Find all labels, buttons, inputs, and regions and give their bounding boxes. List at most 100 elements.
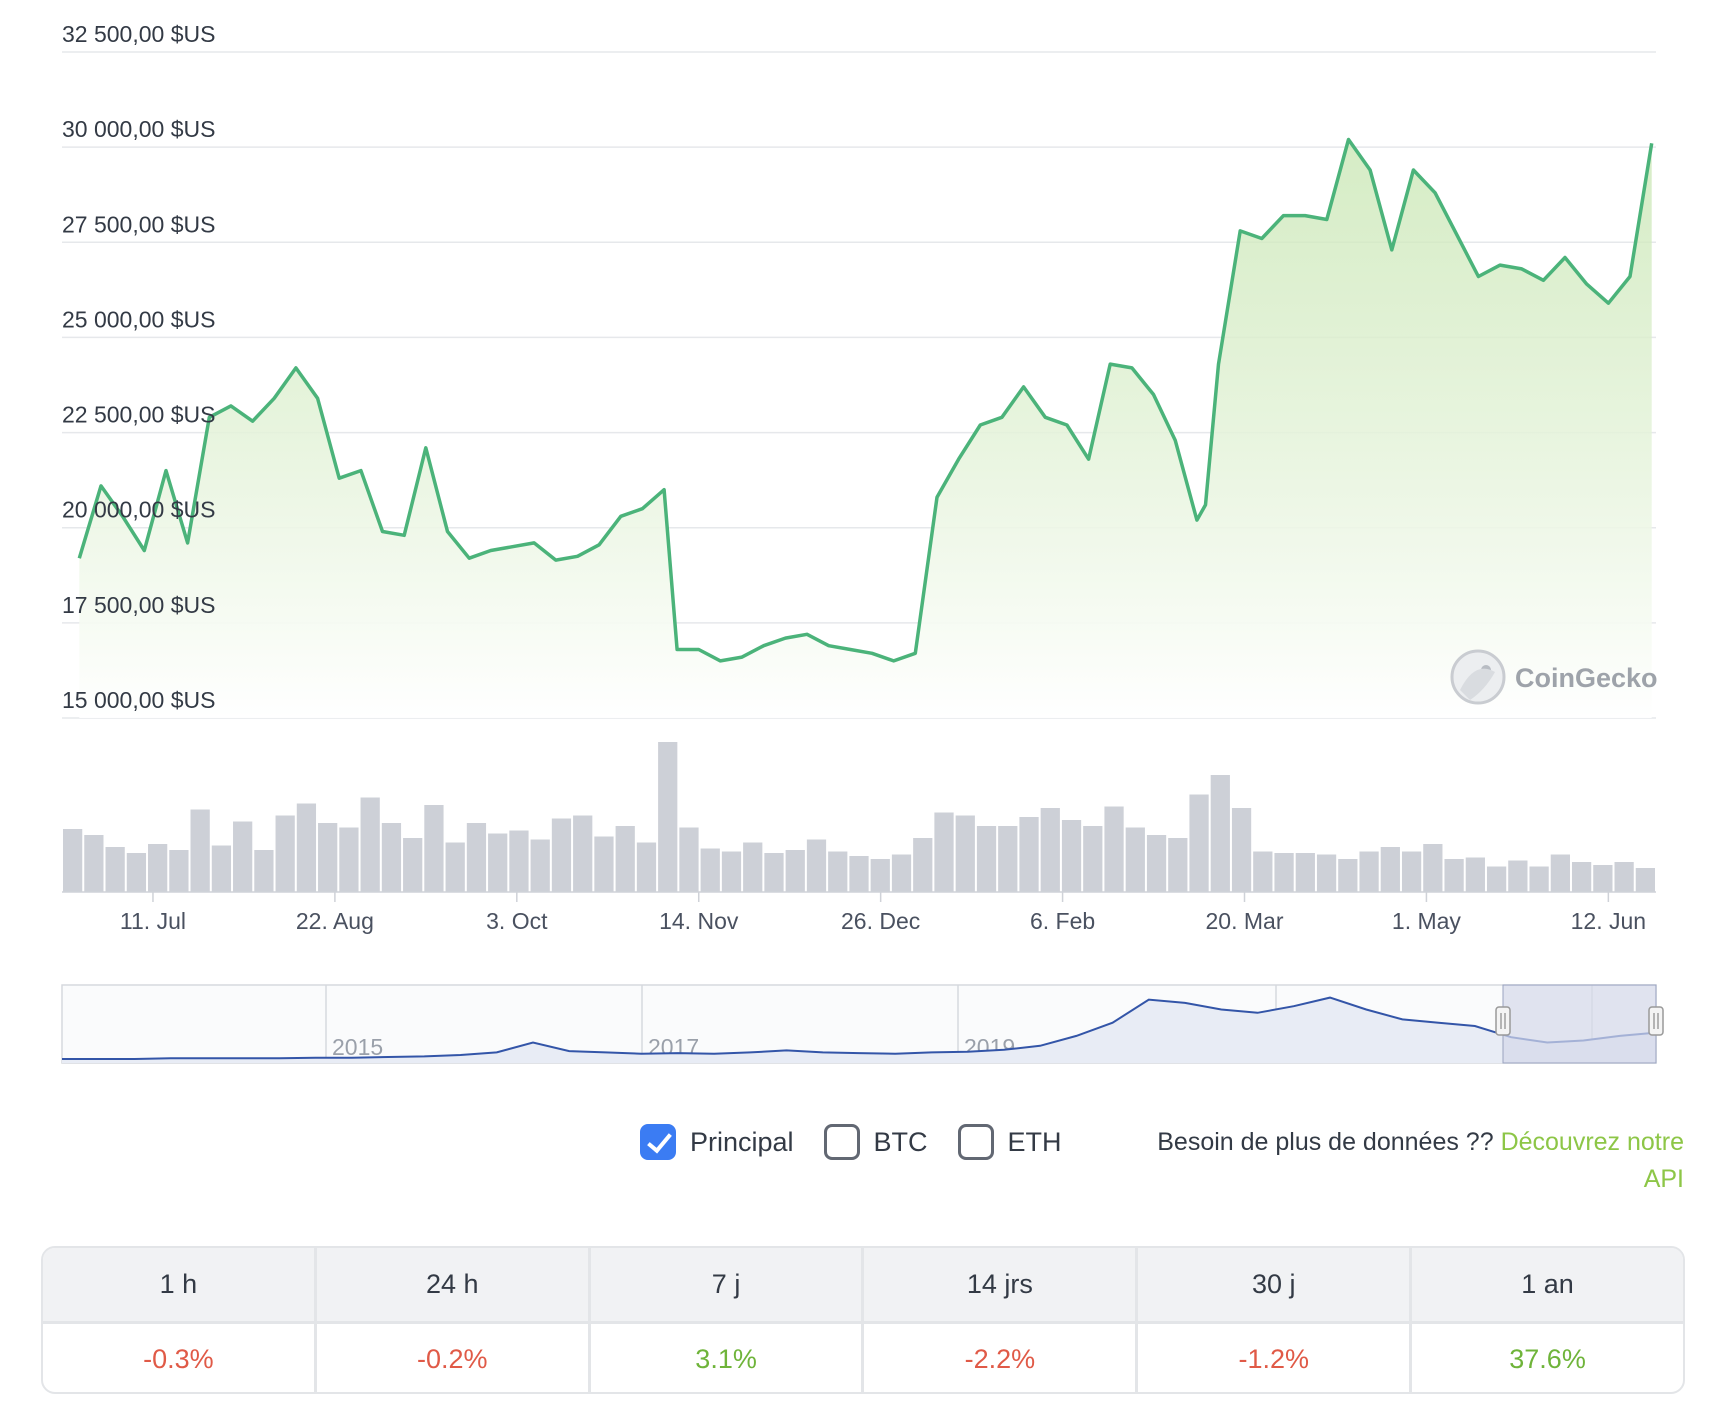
legend-label: BTC [873, 1126, 928, 1157]
price-point [293, 365, 299, 371]
volume-bar [1635, 868, 1655, 892]
navigator-handle[interactable] [1648, 1006, 1664, 1036]
volume-bar [573, 815, 593, 892]
price-point [1324, 216, 1330, 222]
volume-bar [63, 829, 83, 892]
x-tick-label: 20. Mar [1206, 908, 1284, 934]
period-header: 14 jrs [864, 1248, 1139, 1321]
volume-bar [1146, 835, 1167, 892]
volume-bar [233, 821, 253, 892]
volume-bar [955, 815, 975, 892]
series-legend: Principal BTC ETH [640, 1120, 1092, 1164]
volume-bar [1550, 854, 1570, 892]
volume-bar [488, 833, 508, 892]
legend-label: Principal [690, 1126, 794, 1157]
performance-values-row: -0.3% -0.2% 3.1% -2.2% -1.2% 37.6% [43, 1324, 1683, 1392]
legend-item-principal[interactable]: Principal [640, 1124, 794, 1160]
volume-bar [1019, 817, 1039, 892]
volume-bar [615, 826, 635, 892]
checkbox-checked-icon[interactable] [640, 1124, 676, 1160]
volume-bar [445, 842, 465, 892]
volume-bar [764, 853, 784, 892]
volume-bar [1465, 857, 1485, 892]
api-link[interactable]: Découvrez notre API [1500, 1128, 1684, 1193]
price-point [488, 548, 494, 554]
volume-bar [1295, 853, 1315, 892]
price-point [1649, 140, 1655, 146]
volume-bar [148, 844, 168, 892]
volume-bar [530, 839, 550, 892]
change-value: -2.2% [864, 1324, 1139, 1392]
price-point [1562, 255, 1568, 261]
volume-bar [828, 851, 848, 892]
volume-bar [1380, 847, 1400, 892]
navigator-line [62, 996, 1657, 1060]
price-point [1540, 277, 1546, 283]
volume-bar [254, 850, 274, 892]
volume-bar [785, 850, 805, 892]
volume-bar [1061, 820, 1082, 892]
range-navigator[interactable]: 20152017201920212023 [61, 984, 1664, 1064]
price-point [250, 418, 256, 424]
price-point [696, 646, 702, 652]
checkbox-icon[interactable] [957, 1124, 994, 1160]
price-point [1064, 422, 1070, 428]
price-point [1367, 167, 1373, 173]
price-chart[interactable]: 32 500,00 $US 30 000,00 $US 27 500,00 $US 2… [0, 0, 1717, 1110]
price-point [336, 475, 342, 481]
x-tick-label: 14. Nov [659, 908, 739, 934]
legend-item-btc[interactable]: BTC [823, 1124, 928, 1160]
period-header: 1 h [43, 1248, 317, 1321]
price-point [674, 646, 680, 652]
volume-bar [1508, 860, 1528, 892]
price-point [869, 650, 875, 656]
price-point [423, 445, 429, 451]
price-point [782, 635, 788, 641]
volume-bar [1316, 854, 1337, 892]
volume-bar [169, 850, 189, 892]
price-point [1259, 235, 1265, 241]
price-point [761, 643, 767, 649]
x-tick-label: 26. Dec [841, 908, 920, 934]
legend-label: ETH [1007, 1126, 1062, 1157]
price-point [1216, 361, 1222, 367]
volume-bar [1104, 806, 1124, 892]
volume-bar [849, 856, 869, 892]
navigator-selection[interactable] [1502, 984, 1657, 1064]
period-header: 30 j [1138, 1248, 1413, 1321]
x-tick-label: 1. May [1392, 908, 1462, 934]
price-point [1584, 281, 1590, 287]
watermark-text: CoinGecko [1515, 663, 1658, 693]
volume-bar [1571, 862, 1592, 892]
volume-bar [84, 835, 104, 892]
price-point [1107, 361, 1113, 367]
volume-bar [1210, 775, 1230, 892]
performance-header-row: 1 h 24 h 7 j 14 jrs 30 j 1 an [43, 1248, 1683, 1324]
price-line[interactable] [77, 137, 1654, 663]
price-point [934, 494, 940, 500]
volume-bar [105, 847, 125, 892]
volume-bar [1486, 866, 1507, 892]
checkbox-icon[interactable] [823, 1124, 860, 1160]
price-point [509, 544, 515, 550]
volume-bar [466, 823, 487, 892]
x-tick-label: 3. Oct [486, 908, 548, 934]
navigator-handle[interactable] [1495, 1006, 1511, 1036]
price-point [739, 654, 745, 660]
volume-bar [509, 830, 529, 892]
price-point [1302, 213, 1308, 219]
price-point [596, 542, 602, 548]
volume-bar [891, 854, 912, 892]
price-point [1432, 190, 1438, 196]
price-point [826, 643, 832, 649]
price-point [141, 548, 147, 554]
volume-bar [976, 826, 997, 892]
price-area [79, 139, 1652, 718]
volume-bar [381, 823, 402, 892]
volume-bar [1040, 808, 1060, 892]
price-point [1605, 300, 1611, 306]
price-point [999, 414, 1005, 420]
legend-item-eth[interactable]: ETH [957, 1124, 1062, 1160]
price-point [1475, 274, 1481, 280]
volume-bar [360, 797, 380, 892]
